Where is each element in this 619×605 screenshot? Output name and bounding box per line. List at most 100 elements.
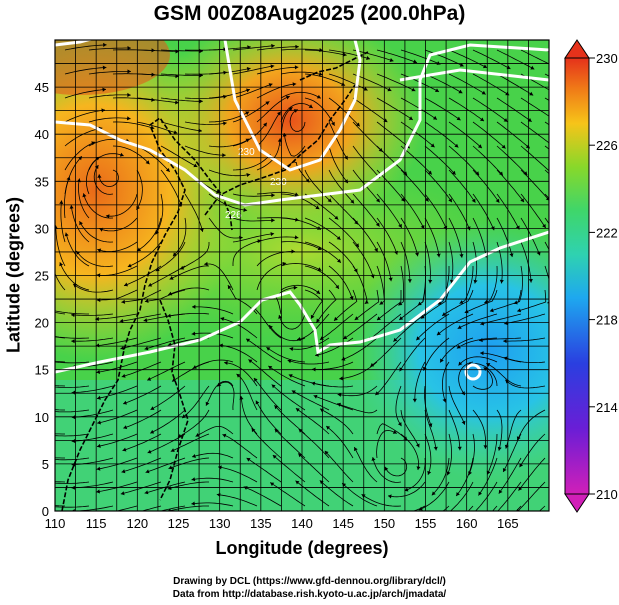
streamline-arrow — [416, 466, 421, 470]
streamline-arrow — [97, 174, 102, 178]
colorbar-tick-label: 222 — [596, 225, 618, 240]
streamline-arrow — [354, 220, 358, 225]
streamline — [127, 241, 162, 268]
streamline-arrow — [523, 171, 528, 176]
streamline-arrow — [47, 308, 51, 312]
streamline — [400, 433, 420, 471]
streamline-arrow — [554, 91, 558, 95]
y-tick-label: 25 — [35, 269, 49, 284]
streamline-arrow — [442, 398, 447, 403]
streamline-arrow — [270, 232, 275, 237]
colorbar-bottom-arrow — [564, 493, 590, 513]
chart-title: GSM 00Z08Aug2025 (200.0hPa) — [153, 2, 466, 25]
streamline — [304, 73, 346, 86]
streamline — [448, 145, 480, 176]
streamline-arrow — [91, 141, 96, 146]
streamline-arrow — [317, 267, 322, 271]
streamline-arrow — [127, 92, 131, 97]
streamline — [361, 493, 402, 507]
streamline-arrow — [431, 491, 436, 496]
streamline — [256, 111, 282, 147]
streamline — [400, 193, 425, 230]
streamline-arrow — [520, 198, 524, 203]
streamline-arrow — [477, 144, 482, 149]
field-layer: 226 230 230 — [24, 40, 564, 535]
streamline — [115, 505, 138, 511]
streamline — [184, 145, 226, 156]
streamline-arrow — [456, 116, 461, 121]
streamline — [112, 97, 155, 101]
streamline — [398, 265, 404, 306]
streamline-arrow — [334, 316, 338, 321]
streamline-arrow — [407, 279, 412, 283]
streamline-arrow — [291, 249, 295, 254]
streamline — [280, 103, 313, 123]
streamline-arrow — [483, 367, 488, 371]
streamline-arrow — [195, 433, 200, 437]
streamline — [352, 49, 394, 62]
x-tick-label: 145 — [332, 516, 354, 531]
streamline-arrow — [97, 420, 101, 425]
streamline — [352, 193, 380, 227]
streamline-arrow — [478, 491, 482, 496]
streamline — [518, 457, 546, 491]
streamline-arrow — [501, 144, 506, 149]
streamline — [503, 337, 546, 342]
streamline-arrow — [560, 276, 564, 280]
coast-sakhalin — [299, 51, 369, 81]
streamline — [472, 241, 478, 284]
streamline-arrow — [24, 499, 28, 503]
streamline-arrow — [440, 529, 444, 533]
streamline — [304, 217, 341, 241]
streamline — [208, 89, 251, 99]
streamline — [150, 385, 186, 411]
streamline — [313, 395, 354, 411]
streamline — [71, 313, 114, 316]
streamline-arrow — [191, 331, 196, 336]
streamline-arrow — [105, 214, 110, 219]
streamline-arrow — [436, 331, 441, 336]
streamline-arrow — [215, 189, 220, 194]
streamline-arrow — [96, 489, 100, 494]
streamline — [120, 337, 162, 350]
credit-data: Data from http://database.rish.kyoto-u.a… — [172, 589, 447, 600]
contour-222-east — [399, 68, 549, 82]
streamline-arrow — [297, 337, 301, 342]
streamline — [123, 265, 162, 287]
streamline — [55, 481, 66, 483]
streamline — [472, 121, 506, 149]
x-tick-label: 130 — [209, 516, 231, 531]
streamline — [140, 505, 162, 511]
x-tick-label: 150 — [373, 516, 395, 531]
streamline-arrow — [82, 193, 87, 198]
streamline-arrow — [24, 475, 28, 479]
streamline-arrow — [456, 492, 460, 496]
streamline-arrow — [342, 52, 347, 57]
streamline — [121, 457, 162, 473]
streamline-arrow — [191, 477, 196, 482]
streamline-arrow — [271, 193, 275, 198]
streamline-arrow — [24, 354, 28, 358]
streamline — [167, 505, 209, 511]
streamline — [55, 272, 66, 291]
streamline — [352, 73, 392, 92]
streamline-arrow — [315, 205, 320, 210]
streamline — [205, 380, 234, 406]
streamline-arrow — [204, 261, 208, 266]
streamline — [376, 121, 411, 149]
streamline-arrow — [350, 199, 355, 204]
streamline-arrow — [467, 531, 471, 535]
streamline-arrow — [473, 279, 478, 284]
streamline-arrow — [168, 291, 173, 296]
streamline-arrow — [223, 121, 227, 126]
streamline-arrow — [457, 446, 462, 451]
streamline-arrow — [536, 251, 541, 256]
streamline — [519, 433, 546, 468]
streamline — [55, 311, 66, 315]
streamline-arrow — [236, 373, 241, 378]
streamline — [414, 361, 426, 403]
streamline — [472, 193, 495, 231]
streamline-arrow — [366, 56, 370, 60]
x-tick-label: 155 — [415, 516, 437, 531]
streamline — [520, 169, 549, 201]
